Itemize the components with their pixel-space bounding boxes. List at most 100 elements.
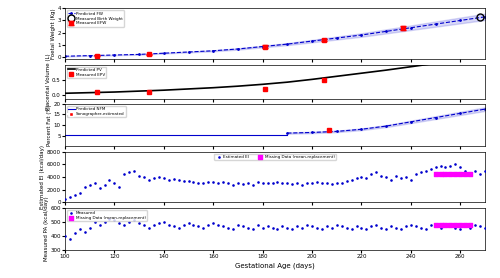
Estimated EI	[125, 170, 133, 174]
Estimated EI	[288, 182, 296, 186]
Predicted PV	[408, 65, 414, 68]
Estimated EI	[348, 178, 356, 182]
Estimated EI	[436, 163, 444, 168]
Estimated EI	[368, 172, 376, 176]
Predicted FW	[458, 19, 464, 22]
Estimated EI	[150, 176, 158, 180]
Measured	[106, 217, 114, 221]
Measured	[432, 224, 440, 228]
Predicted FW	[235, 47, 241, 51]
Measured	[234, 222, 242, 227]
Estimated EI	[61, 197, 69, 202]
Measured	[190, 222, 198, 227]
Measured	[244, 225, 252, 230]
Estimated EI	[342, 179, 350, 184]
Estimated EI	[155, 175, 163, 179]
Estimated EI	[268, 181, 276, 186]
Predicted PV	[210, 86, 216, 89]
Measured	[342, 225, 350, 230]
Measured EPV	[94, 91, 100, 94]
Predicted PV	[482, 55, 488, 58]
Predicted PV	[260, 83, 266, 86]
Measured	[452, 225, 460, 230]
Predicted PV	[86, 91, 92, 94]
Missing Data (mean-replacement)	[432, 222, 440, 227]
Predicted FW	[309, 39, 315, 43]
Estimated EI	[358, 175, 366, 179]
Estimated EI	[313, 180, 321, 184]
Measured	[461, 224, 469, 228]
Measured	[174, 225, 182, 230]
Measured	[71, 231, 79, 235]
Missing Data (mean-replacement)	[442, 172, 450, 176]
Measured	[249, 227, 257, 231]
Missing Data (mean-replacement)	[452, 222, 460, 227]
Missing Data (mean-replacement)	[466, 222, 474, 227]
Measured	[219, 224, 227, 228]
Measured	[446, 224, 454, 228]
Predicted FW	[408, 26, 414, 29]
Legend: Predicted FW, Measured Birth Weight, Measured EFW: Predicted FW, Measured Birth Weight, Mea…	[67, 10, 124, 27]
Estimated EI	[110, 181, 118, 186]
Predicted FW	[136, 53, 142, 56]
Measured	[81, 230, 89, 234]
Measured	[170, 224, 177, 228]
Measured	[278, 224, 286, 228]
Estimated EI	[481, 168, 489, 173]
Measured	[239, 224, 247, 228]
Measured	[377, 225, 385, 230]
Estimated EI	[446, 163, 454, 168]
Legend: Predicted NFM, Sonographer-estimated: Predicted NFM, Sonographer-estimated	[67, 106, 126, 117]
Line: Measured EPV: Measured EPV	[95, 78, 326, 95]
Measured	[481, 225, 489, 230]
Measured	[125, 220, 133, 224]
Estimated EI	[86, 182, 94, 187]
Estimated EI	[200, 181, 207, 186]
Estimated EI	[100, 182, 108, 187]
Measured	[338, 224, 345, 228]
Estimated EI	[66, 195, 74, 200]
Measured	[442, 222, 450, 227]
Measured	[96, 222, 104, 227]
Predicted FW	[112, 53, 117, 57]
Estimated EI	[190, 180, 198, 184]
Measured	[348, 227, 356, 231]
Estimated EI	[224, 181, 232, 186]
Estimated EI	[184, 179, 192, 184]
Measured EPV	[262, 87, 268, 90]
Measured	[130, 218, 138, 223]
Measured	[412, 224, 420, 228]
Missing Data (mean-replacement)	[456, 222, 464, 227]
Predicted PV	[235, 85, 241, 88]
Estimated EI	[377, 173, 385, 178]
Measured	[184, 221, 192, 225]
Measured	[90, 220, 98, 224]
Estimated EI	[392, 173, 400, 178]
Missing Data (mean-replacement)	[432, 172, 440, 176]
Measured	[288, 227, 296, 231]
Predicted PV	[383, 68, 389, 72]
Estimated EI	[254, 180, 262, 184]
Measured	[254, 222, 262, 227]
Estimated EI	[214, 181, 222, 186]
Y-axis label: Measured PA (kcal/day): Measured PA (kcal/day)	[44, 197, 49, 261]
Estimated EI	[471, 168, 479, 173]
Estimated EI	[318, 180, 326, 185]
Estimated EI	[160, 176, 168, 180]
Predicted FW	[482, 15, 488, 19]
Estimated EI	[284, 181, 292, 186]
Estimated EI	[417, 170, 425, 174]
Estimated EI	[239, 182, 247, 186]
Estimated EI	[274, 180, 281, 184]
Estimated EI	[338, 180, 345, 185]
Estimated EI	[71, 193, 79, 197]
Predicted FW	[260, 45, 266, 48]
Missing Data (mean-replacement)	[436, 222, 444, 227]
Estimated EI	[407, 178, 415, 182]
Measured	[417, 225, 425, 230]
Estimated EI	[372, 170, 380, 174]
Measured	[274, 227, 281, 231]
Measured	[392, 225, 400, 230]
Estimated EI	[194, 180, 202, 185]
Estimated EI	[456, 165, 464, 170]
